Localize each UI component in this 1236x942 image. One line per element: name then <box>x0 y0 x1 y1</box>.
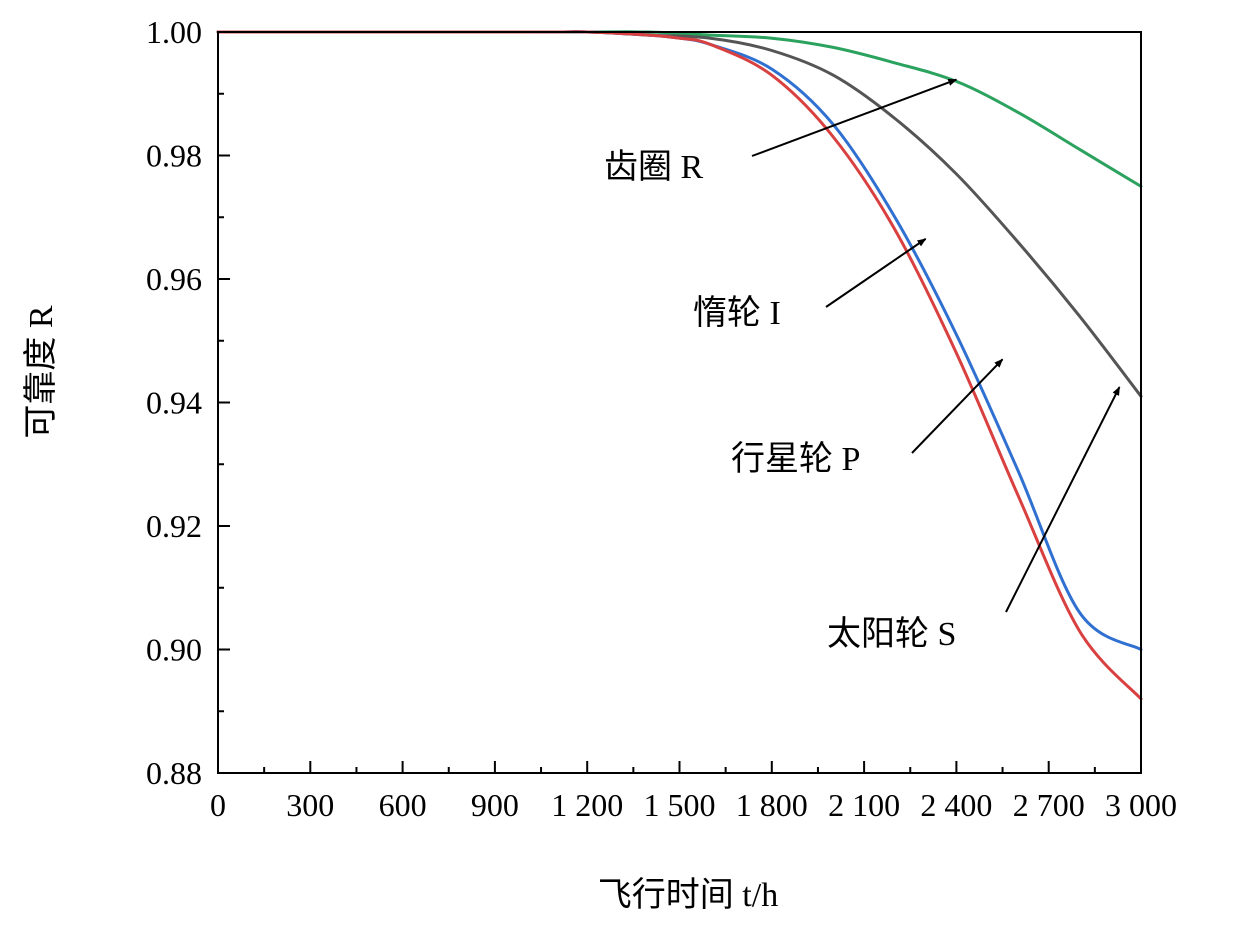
y-tick-label: 0.94 <box>146 385 202 421</box>
y-tick-label: 0.90 <box>146 632 202 668</box>
annotation-arrow <box>751 78 958 157</box>
x-tick-label: 2 100 <box>828 787 900 823</box>
annotation-ring-gear: 齿圈 R <box>604 78 958 186</box>
plot-frame <box>217 31 1142 774</box>
x-tick-label: 900 <box>471 787 519 823</box>
x-tick-label: 2 400 <box>920 787 992 823</box>
x-tick-label: 1 200 <box>551 787 623 823</box>
annotation-label: 太阳轮 S <box>827 615 956 653</box>
y-axis-title: 可靠度 R <box>22 305 60 438</box>
annotation-label: 惰轮 I <box>693 294 781 332</box>
y-tick-label: 0.92 <box>146 508 202 544</box>
x-tick-label: 2 700 <box>1013 787 1085 823</box>
annotation-planet-gear: 行星轮 P <box>731 358 1004 478</box>
x-tick-label: 1 500 <box>644 787 716 823</box>
series-line-planet-gear <box>216 30 1143 651</box>
x-tick-label: 1 800 <box>736 787 808 823</box>
y-tick-label: 1.00 <box>146 14 202 50</box>
annotation-sun-gear: 太阳轮 S <box>827 386 1121 653</box>
y-tick-label: 0.96 <box>146 261 202 297</box>
x-tick-label: 300 <box>286 787 334 823</box>
series-layer <box>216 30 1143 701</box>
series-line-idler <box>216 30 1143 398</box>
x-tick-label: 600 <box>379 787 427 823</box>
tick-layer: 0 300 600 900 1 200 1 500 1 800 2 100 2 400 2 700… <box>146 14 1177 823</box>
annotation-label: 齿圈 R <box>604 149 703 186</box>
annotation-arrow <box>1005 386 1121 613</box>
x-axis-title: 飞行时间 t/h <box>598 876 778 914</box>
x-tick-label: 3 000 <box>1105 787 1177 823</box>
annotation-label: 行星轮 P <box>731 440 860 478</box>
annotation-layer: 齿圈 R 惰轮 I 行星轮 P 太阳轮 S <box>604 78 1121 653</box>
annotation-arrow <box>911 358 1004 454</box>
series-line-sun-gear <box>216 30 1143 701</box>
y-tick-label: 0.88 <box>146 755 202 791</box>
x-tick-label: 0 <box>210 787 226 823</box>
annotation-arrow <box>825 238 927 308</box>
y-tick-label: 0.98 <box>146 138 202 174</box>
annotation-idler: 惰轮 I <box>693 238 927 332</box>
